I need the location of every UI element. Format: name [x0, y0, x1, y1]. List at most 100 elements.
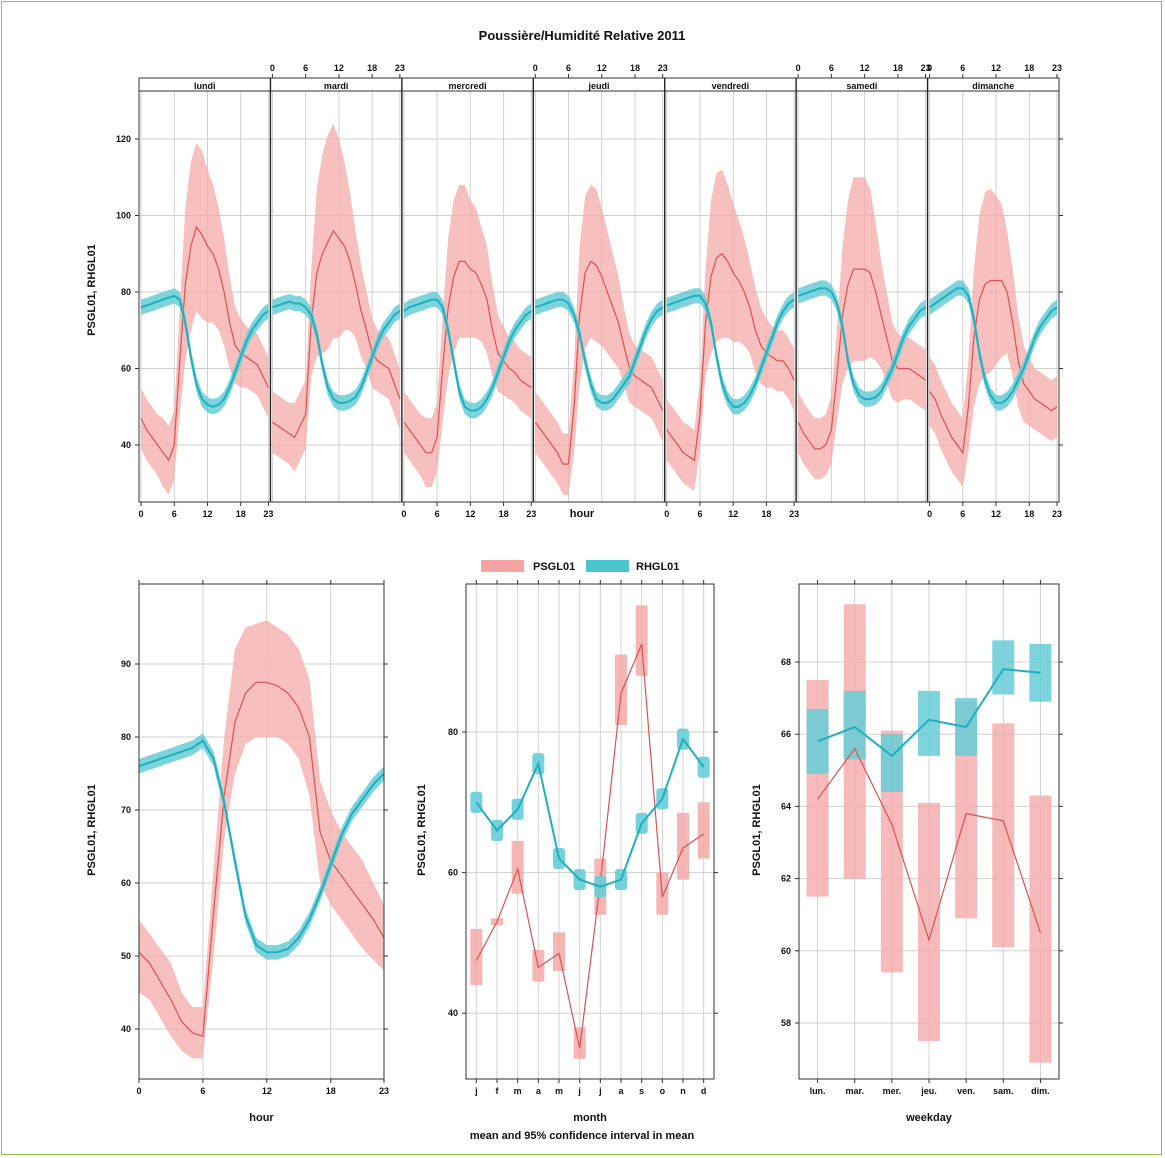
y-tick-label: 68 [781, 657, 791, 667]
y-tick-label: 120 [116, 134, 131, 144]
x-tick-label-bottom: 0 [927, 509, 932, 519]
psgl01-line [138, 681, 385, 1038]
y-tick-label: 64 [781, 801, 791, 811]
y-tick-label: 50 [121, 951, 131, 961]
month-frame [465, 583, 715, 1080]
x-tick-label: jeu. [920, 1086, 937, 1096]
psgl01-ci-band [403, 184, 532, 488]
legend-label-psgl01: PSGL01 [533, 561, 575, 573]
month-panel-note: mean and 95% confidence interval in mean [470, 1130, 695, 1142]
x-tick-label: j [474, 1086, 478, 1096]
rhgl01-line [797, 287, 927, 401]
psgl01-ci-band [141, 142, 269, 495]
x-tick-label: j [598, 1086, 602, 1096]
x-tick-label: m [555, 1086, 563, 1096]
hour-weekday-frame [138, 77, 1060, 503]
x-tick-label-bottom: 0 [401, 509, 406, 519]
x-tick-label-top: 0 [927, 63, 932, 73]
x-axis-label: hour [249, 1112, 274, 1124]
x-tick-label-bottom: 0 [138, 509, 143, 519]
y-tick-label: 90 [121, 659, 131, 669]
legend: PSGL01 RHGL01 [481, 560, 679, 573]
psgl01-ci-box [615, 654, 627, 725]
x-tick-label: a [618, 1086, 624, 1096]
x-tick-label: mar. [845, 1086, 864, 1096]
y-axis-label: PSGL01, RHGL01 [86, 244, 98, 336]
psgl01-ci-band [666, 169, 795, 491]
x-tick-label: mer. [883, 1086, 902, 1096]
x-tick-label-bottom: 18 [761, 509, 771, 519]
y-tick-label: 80 [448, 727, 458, 737]
psgl01-ci-band [139, 620, 384, 1059]
x-tick-label-top: 23 [1052, 63, 1062, 73]
x-tick-label-bottom: 18 [1024, 509, 1034, 519]
x-tick-label: 18 [326, 1086, 336, 1096]
y-tick-label: 40 [121, 1024, 131, 1034]
y-tick-label: 100 [116, 211, 131, 221]
x-tick-label-top: 12 [334, 63, 344, 73]
x-tick-label-top: 18 [367, 63, 377, 73]
x-tick-label-bottom: 23 [263, 509, 273, 519]
x-tick-label-top: 0 [533, 63, 538, 73]
y-tick-label: 70 [121, 805, 131, 815]
x-tick-label-bottom: 18 [236, 509, 246, 519]
hour-frame [138, 583, 385, 1080]
psgl01-ci-band [798, 177, 926, 480]
y-tick-label: 40 [121, 440, 131, 450]
y-tick-label: 60 [781, 946, 791, 956]
legend-swatch-rhgl01 [586, 560, 629, 572]
x-tick-label-top: 12 [597, 63, 607, 73]
strip-label-lundi: lundi [194, 81, 216, 91]
rhgl01-ci-box [806, 708, 829, 774]
rhgl01-ci-box [992, 640, 1015, 695]
rhgl01-line [403, 298, 532, 412]
x-tick-label: 12 [262, 1086, 272, 1096]
strip-label-jeudi: jeudi [587, 81, 609, 91]
y-tick-label: 60 [121, 364, 131, 374]
x-tick-label-top: 6 [960, 63, 965, 73]
psgl01-ci-box [470, 928, 483, 986]
x-tick-label-top: 6 [566, 63, 571, 73]
x-tick-label-bottom: 0 [664, 509, 669, 519]
psgl01-ci-box [955, 701, 978, 919]
hour-panel: 40 50 60 70 80 90 0 6 12 18 23 hour PSGL01, RHGL01 [86, 580, 389, 1124]
psgl01-line [475, 643, 705, 1049]
psgl01-ci-band [535, 184, 663, 495]
rhgl01-ci-box [880, 734, 903, 792]
x-tick-label: 0 [136, 1086, 141, 1096]
x-tick-label: sam. [993, 1086, 1014, 1096]
x-tick-label-bottom: 23 [526, 509, 536, 519]
psgl01-line [272, 229, 401, 439]
strip-label-dimanche: dimanche [972, 81, 1014, 91]
x-tick-label-bottom: 12 [728, 509, 738, 519]
rhgl01-line [534, 298, 664, 404]
x-tick-label: d [701, 1086, 707, 1096]
psgl01-ci-box [697, 802, 710, 859]
x-tick-label: 23 [379, 1086, 389, 1096]
month-panel: 40 60 80 j f m a m j j a s o n d month PSGL01, RHGL01 [416, 580, 718, 1124]
weekday-panel: 58 60 62 64 66 68 lun. mar. mer. jeu. ven. sam. dim.… [751, 580, 1063, 1124]
x-tick-label: n [680, 1086, 686, 1096]
legend-label-rhgl01: RHGL01 [636, 561, 679, 573]
rhgl01-line [272, 300, 401, 404]
psgl01-line [929, 279, 1058, 455]
x-tick-label-top: 18 [893, 63, 903, 73]
x-tick-label-bottom: 6 [435, 509, 440, 519]
x-tick-label-bottom: 23 [1052, 509, 1062, 519]
x-axis-label: month [573, 1112, 607, 1124]
y-tick-label: 62 [781, 874, 791, 884]
rhgl01-ci-band [798, 280, 926, 407]
figure-title: Poussière/Humidité Relative 2011 [479, 28, 686, 43]
psgl01-ci-box [677, 812, 689, 880]
y-tick-label: 80 [121, 287, 131, 297]
x-tick-label-bottom: 12 [465, 509, 475, 519]
rhgl01-line [929, 287, 1058, 404]
rhgl01-line [138, 739, 385, 954]
y-axis-label: PSGL01, RHGL01 [751, 784, 763, 876]
rhgl01-line [666, 294, 795, 408]
y-tick-label: 40 [448, 1008, 458, 1018]
x-axis-label: weekday [905, 1112, 953, 1124]
x-tick-label-bottom: 23 [789, 509, 799, 519]
